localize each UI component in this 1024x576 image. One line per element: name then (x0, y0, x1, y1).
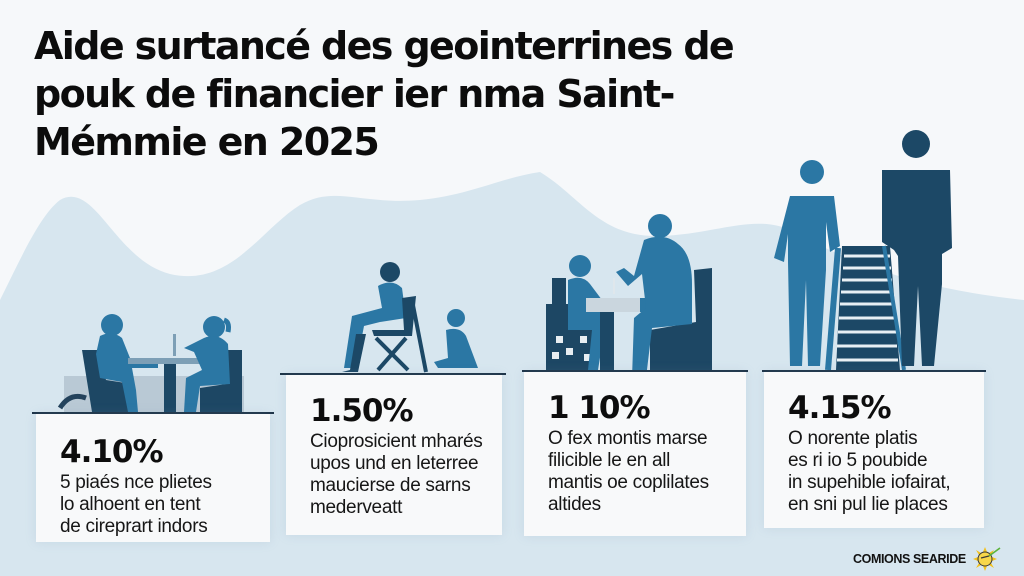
title-line-1: Aide surtancé des geointerrines de (34, 24, 735, 68)
desc-line: altides (548, 494, 601, 515)
stat-card-1: 4.10% 5 piaés nce plietes lo alhoent en … (36, 414, 270, 542)
page-title: Aide surtancé des geointerrines de pouk … (34, 22, 834, 166)
desc-line: es ri io 5 poubide (788, 450, 928, 471)
desc-line: O norente platis (788, 428, 918, 449)
title-line-3: Mémmie en 2025 (34, 120, 380, 164)
adult-and-child-at-table-illustration (546, 214, 712, 378)
desc-line: filicible le en all (548, 450, 671, 471)
stat-card-3-description: O fex montis marse filicible le en all m… (548, 428, 738, 516)
stat-card-3-percent: 1 10% (548, 390, 651, 426)
brand-label: COMIONS SEARIDE (853, 552, 966, 566)
stat-card-4-percent: 4.15% (788, 390, 892, 426)
desc-line: mederveatt (310, 497, 403, 518)
sun-logo-icon (972, 547, 1001, 571)
desc-line: en sni pul lie places (788, 494, 948, 515)
stat-card-4: 4.15% O norente platis es ri io 5 poubid… (764, 372, 984, 528)
card-2-ledge (280, 373, 506, 375)
desc-line: maucierse de sarns (310, 475, 471, 496)
stat-card-3: 1 10% O fex montis marse filicible le en… (524, 372, 746, 536)
stat-card-2-percent: 1.50% (310, 393, 414, 429)
two-men-by-staircase-illustration (774, 130, 952, 371)
card-3-ledge (522, 370, 748, 372)
stat-card-1-percent: 4.10% (60, 434, 164, 470)
brand-logo: COMIONS SEARIDE (853, 546, 1002, 572)
stat-card-4-description: O norente platis es ri io 5 poubide in s… (788, 428, 976, 516)
desc-line: de cireprart indors (60, 516, 208, 537)
desc-line: mantis oe coplilates (548, 472, 709, 493)
desc-line: 5 piaés nce plietes (60, 472, 212, 493)
adult-on-chair-child-sitting-illustration (342, 262, 478, 373)
desc-line: lo alhoent en tent (60, 494, 201, 515)
two-people-at-table-illustration (57, 314, 244, 412)
stat-card-2: 1.50% Cioprosicient mharés upos und en l… (286, 375, 502, 535)
desc-line: in supehible iofairat, (788, 472, 951, 493)
stat-card-2-description: Cioprosicient mharés upos und en leterre… (310, 431, 494, 519)
stat-card-1-description: 5 piaés nce plietes lo alhoent en tent d… (60, 472, 262, 538)
card-4-ledge (762, 370, 986, 372)
title-line-2: pouk de financier ier nma Saint- (34, 72, 675, 116)
card-1-ledge (32, 412, 274, 414)
desc-line: Cioprosicient mharés (310, 431, 483, 452)
desc-line: upos und en leterree (310, 453, 479, 474)
desc-line: O fex montis marse (548, 428, 708, 449)
